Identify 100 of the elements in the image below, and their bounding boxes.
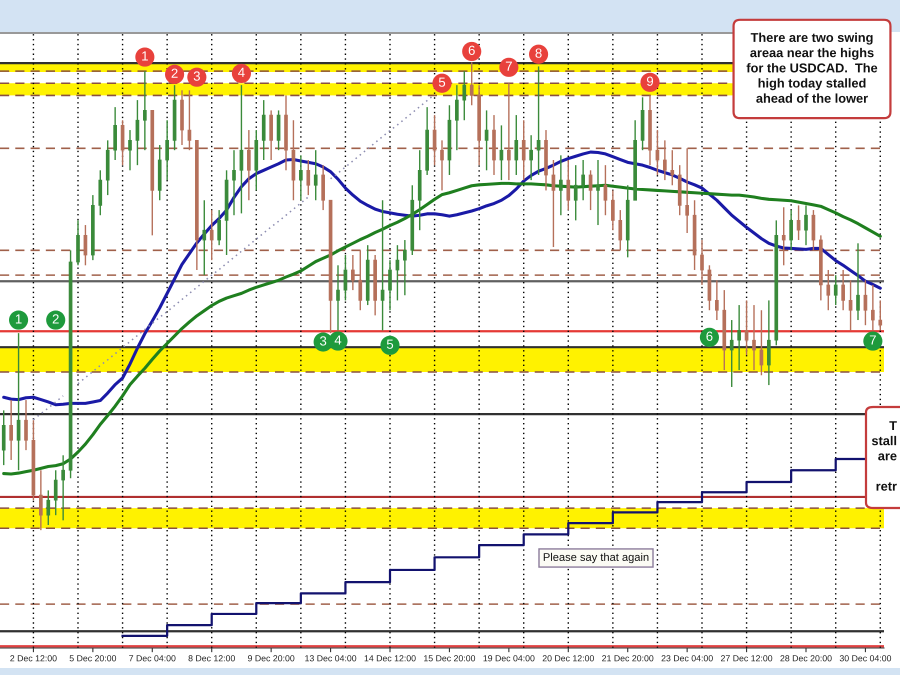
x-tick-label: 19 Dec 04:00 — [484, 655, 535, 662]
candlestick — [522, 120, 526, 181]
x-tick-label: 14 Dec 12:00 — [364, 655, 416, 662]
candlestick — [744, 300, 748, 356]
candlestick — [507, 82, 511, 181]
annotation: 3 — [194, 71, 200, 81]
candlestick — [462, 70, 466, 121]
candlestick — [760, 310, 764, 376]
candlestick — [336, 264, 340, 332]
candlestick — [663, 140, 667, 181]
candlestick — [24, 399, 28, 451]
candlestick — [61, 454, 65, 522]
x-tick-label: 23 Dec 04:00 — [662, 655, 713, 662]
candlestick — [604, 164, 608, 216]
candlestick — [247, 129, 251, 201]
candlestick — [210, 209, 214, 261]
annotation: 9 — [646, 76, 654, 86]
annotation: There are two swing areaa near the highs for the USDCAD. The high today stalled ahead of the lower — [746, 32, 878, 103]
candlestick — [588, 170, 592, 211]
annotation: 7 — [506, 62, 512, 71]
annotation: 2 — [52, 314, 59, 324]
candlestick — [864, 280, 868, 326]
candlestick — [455, 84, 459, 151]
candlestick — [188, 90, 192, 151]
annotation: 4 — [238, 68, 245, 77]
candlestick — [16, 332, 20, 471]
candlestick — [351, 254, 355, 291]
candlestick — [9, 399, 13, 461]
annotation: 5 — [438, 78, 446, 87]
candlestick — [39, 470, 43, 531]
x-tick-label: 5 Dec 20:00 — [70, 655, 116, 662]
candlestick — [737, 304, 741, 371]
candlestick — [581, 159, 585, 201]
annotation: 3 — [320, 336, 326, 346]
candlestick — [202, 200, 206, 276]
candlestick — [388, 259, 392, 311]
candlestick — [596, 159, 600, 226]
text: 6 — [468, 46, 475, 55]
candlestick — [54, 470, 58, 516]
x-tick-label: 8 Dec 12:00 — [188, 655, 235, 662]
annotation: 5 — [386, 340, 394, 349]
x-tick-label: 20 Dec 12:00 — [542, 655, 594, 662]
candlestick — [782, 206, 786, 266]
candlestick — [826, 269, 830, 311]
candlestick — [432, 114, 436, 166]
candlestick — [856, 242, 860, 321]
candlestick — [344, 254, 348, 302]
candlestick — [46, 490, 50, 526]
candlestick — [700, 239, 704, 286]
candlestick — [232, 149, 236, 216]
x-tick-label: 2 Dec 12:00 — [10, 655, 57, 662]
candlestick — [136, 99, 140, 166]
candlestick — [217, 209, 221, 246]
candlestick — [314, 149, 318, 201]
text: 8 — [535, 48, 542, 58]
candlestick — [730, 319, 734, 388]
candlestick — [618, 209, 622, 252]
candlestick — [841, 269, 845, 311]
candlestick — [685, 148, 689, 234]
annotation: 7 — [870, 335, 876, 345]
candlestick — [574, 164, 578, 222]
candlestick — [796, 204, 800, 241]
candlestick — [165, 120, 169, 181]
candlestick — [500, 124, 504, 181]
candlestick — [529, 134, 533, 181]
candlestick — [299, 154, 303, 201]
candlestick — [566, 159, 570, 211]
x-tick-label: 9 Dec 20:00 — [248, 655, 294, 662]
candlestick — [403, 239, 407, 296]
candlestick — [559, 154, 563, 216]
candlestick — [715, 280, 719, 321]
candlestick — [789, 209, 793, 252]
x-tick-label: 27 Dec 12:00 — [720, 655, 772, 662]
candlestick — [306, 159, 310, 196]
text: Please say that again — [544, 552, 648, 564]
annotation: 4 — [334, 335, 342, 345]
candlestick — [871, 284, 875, 332]
candlestick — [552, 159, 556, 248]
x-tick-label: 15 Dec 20:00 — [424, 655, 476, 662]
x-tick-label: 7 Dec 04:00 — [129, 655, 176, 662]
candlestick — [380, 200, 384, 332]
candlestick — [670, 149, 674, 186]
candlestick — [848, 280, 852, 332]
candlestick — [611, 190, 615, 231]
candlestick — [396, 244, 400, 302]
x-tick-label: 30 Dec 04:00 — [840, 655, 892, 662]
x-tick-label: 28 Dec 20:00 — [780, 655, 832, 662]
candlestick — [804, 204, 808, 246]
text: T stall are retr — [872, 421, 897, 491]
candlestick — [656, 129, 660, 176]
x-tick-label: 13 Dec 04:00 — [305, 655, 356, 662]
candlestick — [143, 70, 147, 151]
candlestick — [752, 304, 756, 371]
annotation: 6 — [706, 332, 713, 341]
candlestick — [84, 224, 88, 266]
candlestick — [358, 250, 362, 311]
candlestick — [536, 66, 540, 176]
candlestick — [128, 129, 132, 171]
candlestick — [514, 114, 518, 176]
candlestick — [484, 110, 488, 171]
